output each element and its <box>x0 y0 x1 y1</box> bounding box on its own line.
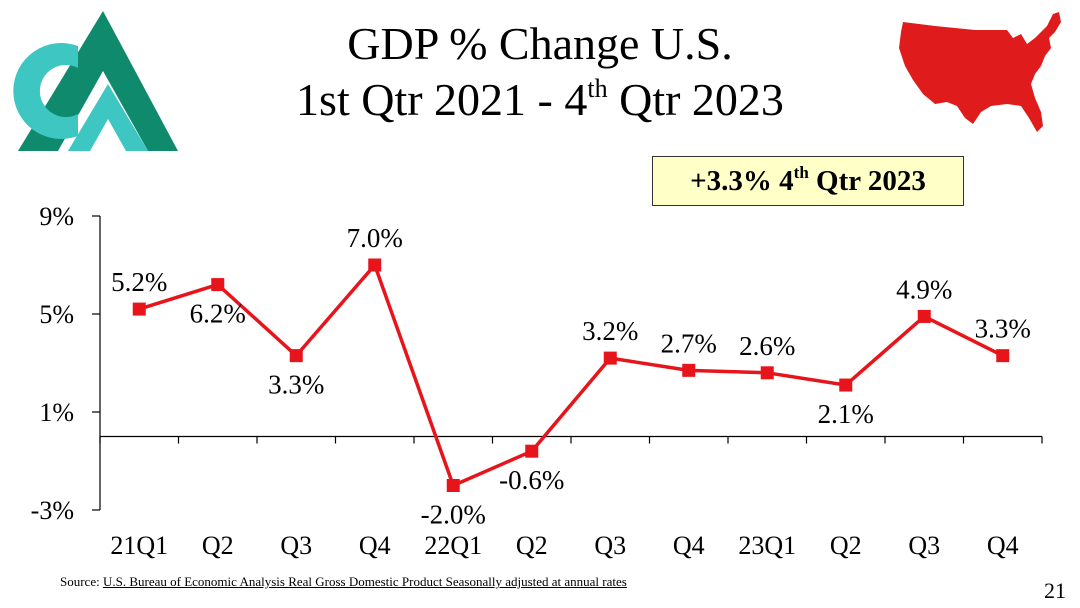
title-line-2-text: 1st Qtr 2021 - 4 <box>296 74 588 125</box>
y-tick-label: 9% <box>39 202 74 231</box>
data-label: 3.3% <box>268 370 324 400</box>
source-link[interactable]: U.S. Bureau of Economic Analysis Real Gr… <box>102 574 627 589</box>
badge-text: +3.3% 4 <box>690 165 794 197</box>
x-category-label: 21Q1 <box>110 531 168 560</box>
data-point-marker <box>682 363 696 377</box>
us-map-icon <box>899 12 1061 132</box>
data-point-marker <box>996 349 1010 363</box>
data-point-marker <box>132 302 146 316</box>
x-category-label: 22Q1 <box>424 531 482 560</box>
x-category-label: Q3 <box>908 531 940 560</box>
data-label: 2.6% <box>739 331 795 361</box>
data-label: 5.2% <box>111 267 167 297</box>
data-point-marker <box>289 349 303 363</box>
y-tick-label: -3% <box>31 496 74 525</box>
x-category-label: 23Q1 <box>738 531 796 560</box>
x-category-label: Q3 <box>280 531 312 560</box>
data-label: 6.2% <box>190 299 246 329</box>
page-title: GDP % Change U.S. 1st Qtr 2021 - 4th Qtr… <box>200 16 880 128</box>
x-category-label: Q4 <box>359 531 391 560</box>
data-label: 2.7% <box>661 328 717 358</box>
page-number: 21 <box>1044 578 1066 603</box>
title-line-2-end: Qtr 2023 <box>607 74 784 125</box>
latest-quarter-badge: +3.3% 4th Qtr 2023 <box>652 156 964 206</box>
data-label: 2.1% <box>818 399 874 429</box>
badge-sup: th <box>793 163 809 182</box>
x-category-label: Q2 <box>202 531 234 560</box>
x-category-label: Q3 <box>594 531 626 560</box>
data-point-marker <box>446 479 460 492</box>
title-line-2: 1st Qtr 2021 - 4th Qtr 2023 <box>200 72 880 128</box>
gdp-series-line <box>138 263 1004 488</box>
source-label: Source: <box>60 574 103 589</box>
title-line-2-sup: th <box>587 74 608 103</box>
data-label: -0.6% <box>499 465 564 495</box>
x-category-label: Q2 <box>830 531 862 560</box>
data-point-marker <box>368 258 382 272</box>
data-point-marker <box>839 378 853 392</box>
y-tick-label: 5% <box>39 300 74 329</box>
data-label: 3.3% <box>975 314 1031 344</box>
data-label: -2.0% <box>421 500 486 530</box>
company-logo <box>13 11 178 151</box>
logo-light-stroke <box>68 84 148 151</box>
data-point-marker <box>525 444 539 458</box>
us-map-shape <box>899 12 1061 132</box>
badge-text-end: Qtr 2023 <box>808 165 926 197</box>
data-point-marker <box>603 351 617 365</box>
y-tick-label: 1% <box>39 398 74 427</box>
data-label: 3.2% <box>582 316 638 346</box>
x-category-label: Q4 <box>673 531 705 560</box>
data-point-marker <box>211 278 225 292</box>
data-point-marker <box>760 366 774 380</box>
data-label: 7.0% <box>347 223 403 253</box>
x-category-label: Q4 <box>987 531 1019 560</box>
x-category-label: Q2 <box>516 531 548 560</box>
logo-c-shape <box>13 43 78 139</box>
data-point-marker <box>917 309 931 323</box>
source-note: Source: U.S. Bureau of Economic Analysis… <box>60 574 627 590</box>
data-label: 4.9% <box>896 274 952 304</box>
title-line-1: GDP % Change U.S. <box>347 18 733 69</box>
